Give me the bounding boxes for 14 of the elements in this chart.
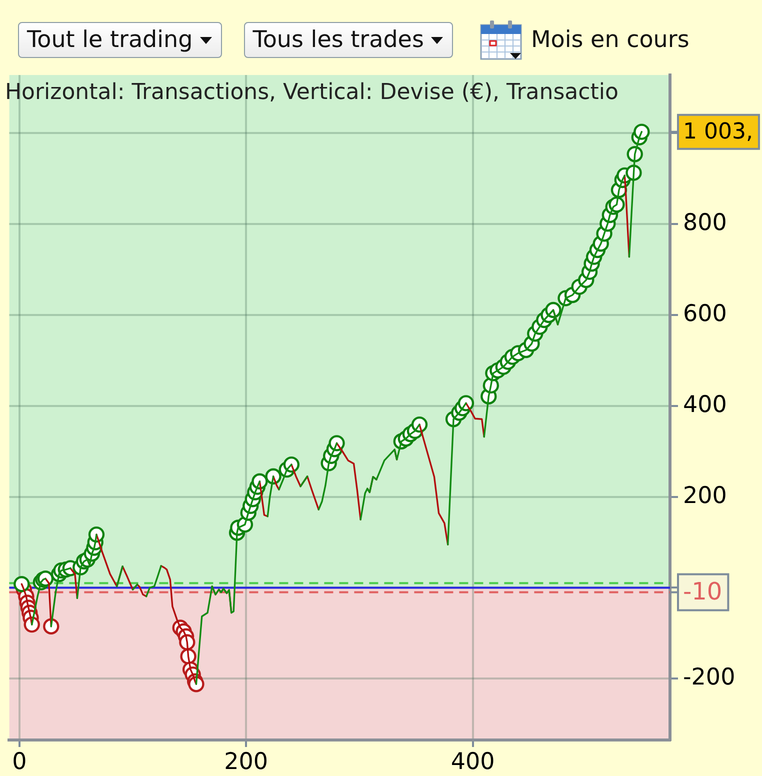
y-tick-label: 200: [683, 482, 727, 509]
text: Mois en cours: [530, 27, 690, 53]
x-tick-label: 200: [224, 748, 268, 775]
text: Tout le trading: [27, 27, 193, 53]
text: 1 003,: [683, 120, 753, 145]
y-tick-label: -200: [683, 664, 736, 691]
text: Tous les trades: [252, 27, 424, 53]
ref-line-label: -10: [683, 578, 722, 606]
x-tick-label: 400: [450, 748, 495, 775]
x-tick-label: 0: [12, 748, 27, 775]
y-tick-label: 800: [683, 210, 727, 236]
chart-subtitle: Horizontal: Transactions, Vertical: Devise (€), Transactio: [5, 80, 618, 105]
y-tick-label: 600: [683, 300, 727, 327]
y-tick-label: 400: [683, 392, 727, 418]
